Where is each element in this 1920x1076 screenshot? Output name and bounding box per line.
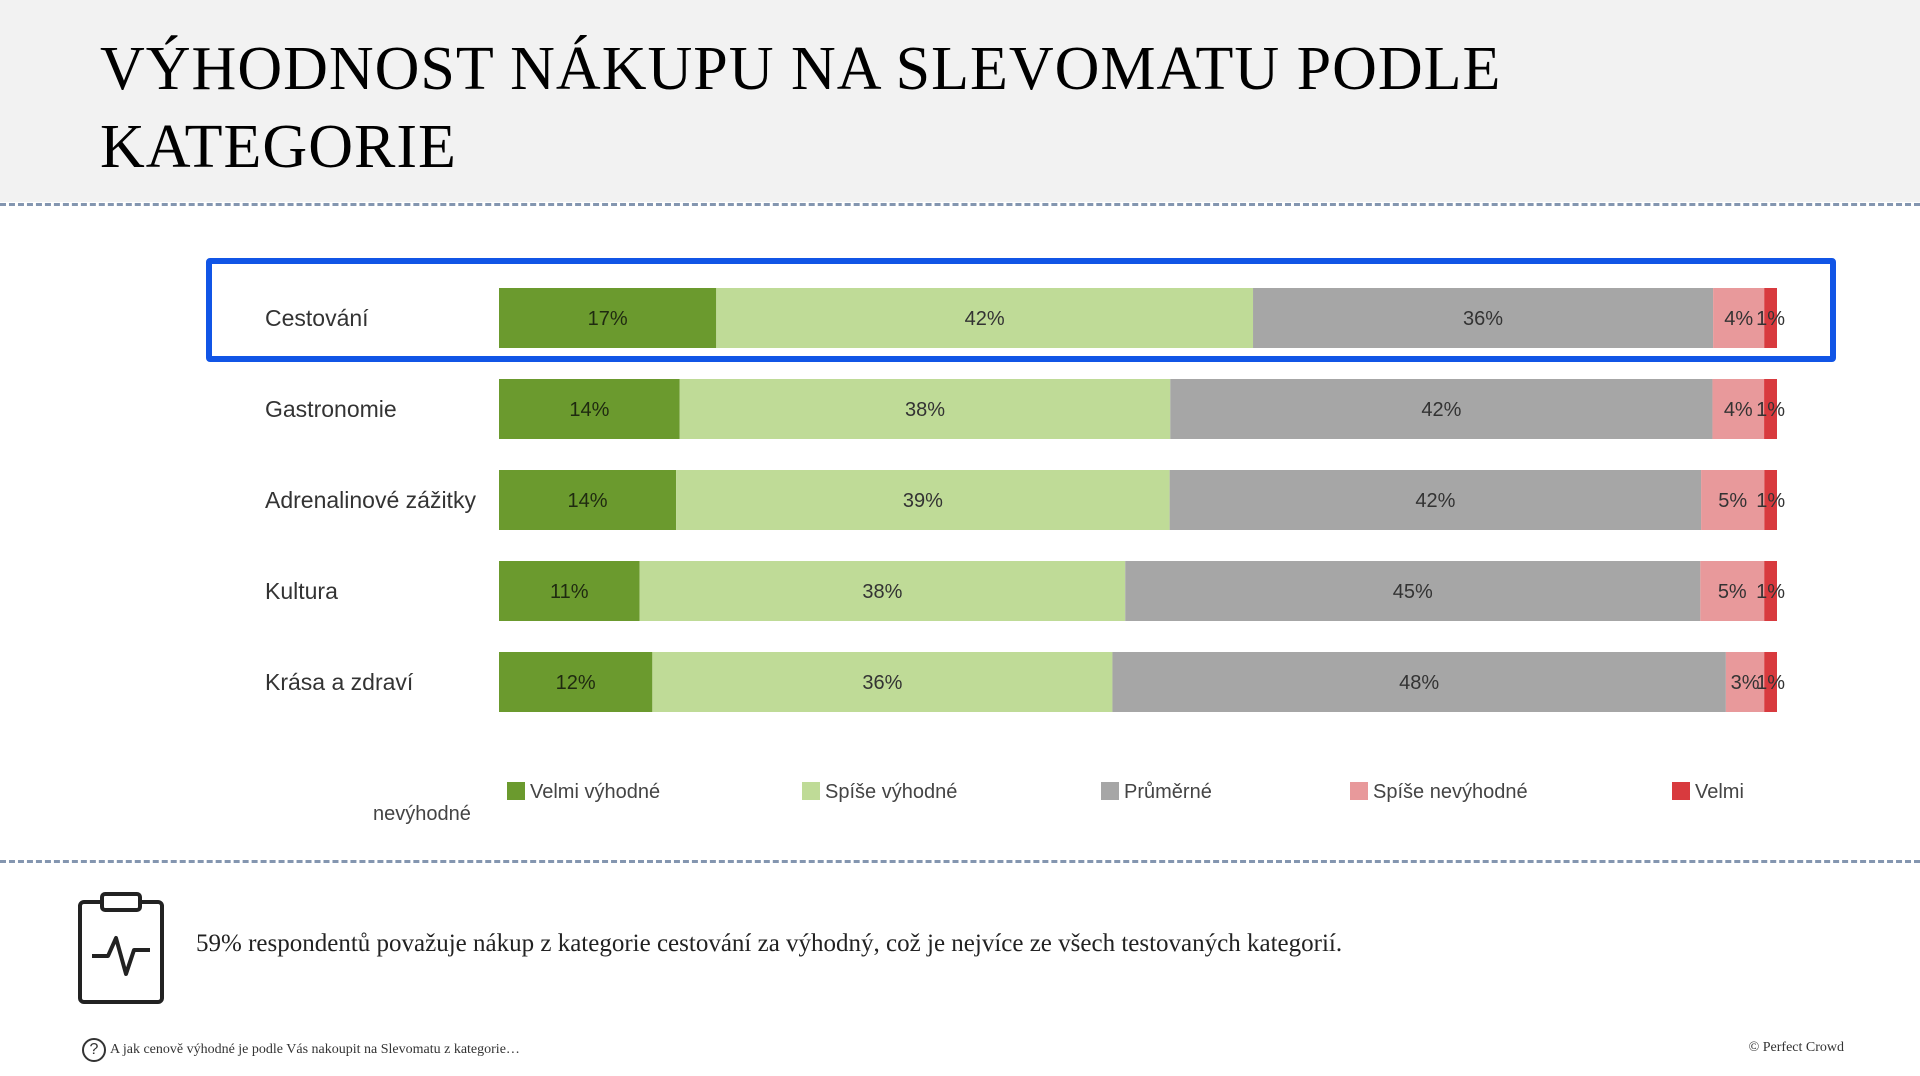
category-label: Adrenalinové zážitky [265, 487, 476, 513]
data-label: 1% [1756, 490, 1785, 512]
bar-segment [676, 470, 1170, 530]
data-label: 4% [1724, 308, 1753, 330]
category-label: Gastronomie [265, 396, 397, 422]
bar-segment [1170, 379, 1713, 439]
data-label: 1% [1756, 672, 1785, 694]
bar-segment [1764, 379, 1777, 439]
footnote: ? A jak cenově výhodné je podle Vás nako… [82, 1038, 520, 1062]
data-label: 1% [1756, 581, 1785, 603]
data-label: 5% [1718, 490, 1747, 512]
data-label: 38% [862, 581, 902, 603]
category-label: Kultura [265, 578, 338, 604]
bar-segment [1125, 561, 1701, 621]
bar-segment [1701, 470, 1765, 530]
data-label: 42% [1421, 399, 1461, 421]
data-label: 45% [1393, 581, 1433, 603]
legend-label: Průměrné [1124, 781, 1212, 803]
category-label: Krása a zdraví [265, 669, 414, 695]
bar-segment [716, 288, 1254, 348]
legend-swatch [1350, 782, 1368, 800]
question-circle-icon: ? [82, 1038, 106, 1062]
data-label: 14% [569, 399, 609, 421]
bar-segment [639, 561, 1126, 621]
bar-segment [1764, 561, 1777, 621]
bar-segment [499, 561, 640, 621]
bar-segment [1253, 288, 1714, 348]
bar-segment [499, 470, 677, 530]
bar-segment [499, 288, 717, 348]
legend-swatch [1101, 782, 1119, 800]
legend-label: Spíše výhodné [825, 781, 957, 803]
bar-segment [499, 379, 680, 439]
legend-label: Spíše nevýhodné [1373, 781, 1528, 803]
data-label: 1% [1756, 308, 1785, 330]
bar-segment [1764, 652, 1777, 712]
bar-segment [1712, 379, 1765, 439]
data-label: 12% [556, 672, 596, 694]
data-label: 38% [905, 399, 945, 421]
legend-swatch [507, 782, 525, 800]
bar-segment [1725, 652, 1765, 712]
data-label: 3% [1731, 672, 1760, 694]
bar-segment [1764, 470, 1777, 530]
bar-segment [652, 652, 1113, 712]
data-label: 14% [568, 490, 608, 512]
legend-swatch [802, 782, 820, 800]
bar-segment [1713, 288, 1765, 348]
data-label: 42% [965, 308, 1005, 330]
bar-segment [1764, 288, 1777, 348]
data-label: 36% [862, 672, 902, 694]
legend-label: Velmi výhodné [530, 781, 660, 803]
copyright: © Perfect Crowd [1748, 1040, 1844, 1055]
data-label: 17% [588, 308, 628, 330]
data-label: 42% [1415, 490, 1455, 512]
legend-label-tail: nevýhodné [373, 803, 471, 825]
legend-label: Velmi [1695, 781, 1744, 803]
bar-segment [1700, 561, 1765, 621]
data-label: 5% [1718, 581, 1747, 603]
bar-segment [1169, 470, 1702, 530]
bar-segment [1112, 652, 1726, 712]
data-label: 36% [1463, 308, 1503, 330]
bar-segment [679, 379, 1171, 439]
top-divider [0, 203, 1920, 206]
data-label: 11% [550, 581, 589, 603]
category-label: Cestování [265, 305, 369, 331]
legend-swatch [1672, 782, 1690, 800]
footnote-text: A jak cenově výhodné je podle Vás nakoup… [110, 1042, 520, 1057]
insight-text: 59% respondentů považuje nákup z kategor… [196, 930, 1343, 957]
data-label: 39% [903, 490, 943, 512]
header-band [0, 0, 1920, 202]
data-label: 4% [1724, 399, 1753, 421]
clipboard-pulse-icon [78, 892, 164, 1004]
page-title: VÝHODNOST NÁKUPU NA SLEVOMATU PODLE KATE… [100, 35, 1502, 181]
bar-segment [499, 652, 653, 712]
bottom-divider [0, 860, 1920, 863]
data-label: 48% [1399, 672, 1439, 694]
data-label: 1% [1756, 399, 1785, 421]
